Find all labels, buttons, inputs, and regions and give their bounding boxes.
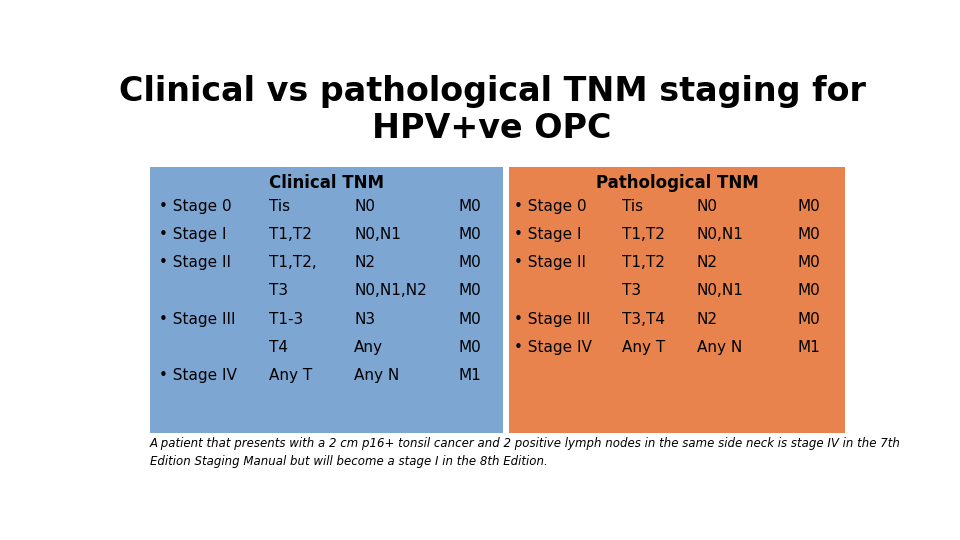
Text: T1,T2: T1,T2	[269, 227, 312, 242]
Text: M0: M0	[459, 227, 481, 242]
Text: • Stage III: • Stage III	[515, 312, 590, 327]
Text: Pathological TNM: Pathological TNM	[596, 174, 758, 192]
Text: • Stage 0: • Stage 0	[158, 199, 231, 214]
Text: N0,N1: N0,N1	[697, 284, 743, 299]
Text: M1: M1	[797, 340, 820, 355]
Text: • Stage II: • Stage II	[515, 255, 587, 270]
Text: T1-3: T1-3	[269, 312, 303, 327]
Text: T1,T2: T1,T2	[622, 227, 665, 242]
Text: N2: N2	[354, 255, 375, 270]
Text: • Stage I: • Stage I	[515, 227, 582, 242]
FancyBboxPatch shape	[150, 167, 503, 433]
Text: T3: T3	[622, 284, 641, 299]
FancyBboxPatch shape	[509, 167, 846, 433]
Text: M0: M0	[797, 227, 820, 242]
Text: M0: M0	[459, 284, 481, 299]
Text: T1,T2: T1,T2	[622, 255, 665, 270]
Text: Tis: Tis	[622, 199, 643, 214]
Text: N0,N1: N0,N1	[354, 227, 401, 242]
Text: T3: T3	[269, 284, 288, 299]
Text: M0: M0	[797, 284, 820, 299]
Text: N3: N3	[354, 312, 375, 327]
Text: M0: M0	[797, 255, 820, 270]
Text: N0: N0	[354, 199, 375, 214]
Text: M0: M0	[459, 255, 481, 270]
Text: • Stage I: • Stage I	[158, 227, 227, 242]
Text: Any: Any	[354, 340, 383, 355]
Text: N2: N2	[697, 255, 718, 270]
Text: N0,N1,N2: N0,N1,N2	[354, 284, 427, 299]
Text: Any N: Any N	[697, 340, 742, 355]
Text: M0: M0	[459, 312, 481, 327]
Text: T3,T4: T3,T4	[622, 312, 665, 327]
Text: • Stage IV: • Stage IV	[515, 340, 592, 355]
Text: • Stage IV: • Stage IV	[158, 368, 236, 383]
Text: Any N: Any N	[354, 368, 399, 383]
Text: Any T: Any T	[622, 340, 665, 355]
Text: M0: M0	[459, 199, 481, 214]
Text: N0,N1: N0,N1	[697, 227, 743, 242]
Text: Clinical vs pathological TNM staging for
HPV+ve OPC: Clinical vs pathological TNM staging for…	[119, 75, 865, 145]
Text: A patient that presents with a 2 cm p16+ tonsil cancer and 2 positive lymph node: A patient that presents with a 2 cm p16+…	[150, 437, 900, 468]
Text: Clinical TNM: Clinical TNM	[269, 174, 384, 192]
Text: M0: M0	[797, 312, 820, 327]
Text: N0: N0	[697, 199, 718, 214]
Text: • Stage III: • Stage III	[158, 312, 235, 327]
Text: • Stage 0: • Stage 0	[515, 199, 587, 214]
Text: T1,T2,: T1,T2,	[269, 255, 317, 270]
Text: M1: M1	[459, 368, 481, 383]
Text: M0: M0	[797, 199, 820, 214]
Text: M0: M0	[459, 340, 481, 355]
Text: Any T: Any T	[269, 368, 312, 383]
Text: T4: T4	[269, 340, 288, 355]
Text: N2: N2	[697, 312, 718, 327]
Text: Tis: Tis	[269, 199, 290, 214]
Text: • Stage II: • Stage II	[158, 255, 230, 270]
